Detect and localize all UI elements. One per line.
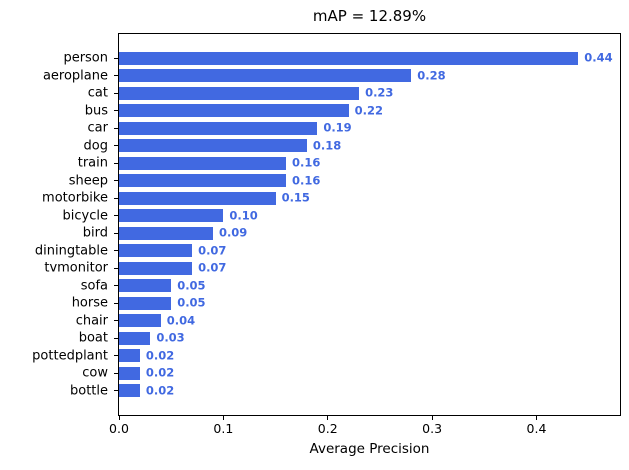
bar-value-label: 0.16	[292, 155, 321, 170]
ytick-label-boat: boat	[78, 330, 108, 346]
bar-train	[119, 156, 286, 170]
ytick-label-horse: horse	[71, 295, 108, 311]
bar-value-label: 0.18	[312, 138, 342, 153]
ytick-mark	[114, 180, 118, 182]
y-axis-category-labels: person aeroplane cat bus car dog train sheep mot…	[0, 34, 110, 415]
bar-value-label: 0.05	[177, 277, 206, 292]
xtick-label: 0.0	[109, 421, 129, 436]
ytick-mark	[114, 162, 118, 164]
ytick-label-train: train	[77, 155, 108, 171]
plot-area: 0.44 0.28 0.23 0.22 0.19 0.18 0.16 0.16 0.15 0.10…	[118, 33, 621, 416]
xtick-mark	[118, 416, 120, 420]
bar-value-label: 0.44	[584, 50, 613, 65]
ytick-mark	[114, 127, 118, 129]
bar-horse	[119, 296, 172, 310]
xtick-label: 0.2	[317, 421, 338, 436]
bar-value-label: 0.07	[198, 260, 227, 275]
ytick-mark	[114, 232, 118, 234]
bar-bottle	[119, 384, 140, 398]
bar-cow	[119, 366, 140, 380]
ytick-mark	[114, 337, 118, 339]
bar-value-label: 0.10	[229, 208, 258, 222]
x-axis-label: Average Precision	[309, 441, 430, 457]
bar-sheep	[119, 174, 286, 188]
bar-bicycle	[119, 209, 224, 223]
ytick-label-pottedplant: pottedplant	[32, 348, 108, 364]
ytick-label-car: car	[87, 120, 108, 136]
ytick-mark	[114, 92, 118, 94]
ytick-mark	[114, 285, 118, 287]
bar-bird	[119, 226, 213, 240]
bar-tvmonitor	[119, 261, 193, 275]
bar-value-label: 0.05	[177, 295, 206, 310]
bar-dog	[119, 139, 307, 153]
xtick-mark	[536, 416, 537, 420]
ytick-label-aeroplane: aeroplane	[42, 68, 108, 84]
xtick-mark	[327, 416, 329, 420]
xtick-label: 0.3	[422, 421, 443, 436]
bar-value-label: 0.04	[166, 312, 196, 327]
bar-value-label: 0.19	[323, 120, 352, 135]
bar-diningtable	[119, 244, 193, 258]
xtick-mark	[431, 416, 433, 420]
bar-chair	[119, 314, 161, 328]
chart-title: mAP = 12.89%	[312, 7, 427, 25]
ytick-label-cat: cat	[87, 85, 108, 101]
ytick-mark	[114, 267, 118, 269]
bar-value-label: 0.16	[292, 173, 321, 187]
ytick-label-tvmonitor: tvmonitor	[44, 260, 108, 276]
bar-boat	[119, 331, 151, 345]
x-axis-tick-marks: 0.0 0.1 0.2 0.3 0.4	[109, 416, 620, 440]
ytick-label-sofa: sofa	[80, 278, 108, 294]
ytick-label-person: person	[63, 50, 108, 66]
bar-value-label: 0.02	[145, 382, 175, 397]
bar-aeroplane	[119, 69, 412, 83]
ytick-label-diningtable: diningtable	[34, 243, 108, 259]
bar-value-label: 0.02	[145, 365, 175, 380]
ytick-mark	[114, 57, 118, 59]
ytick-label-bottle: bottle	[69, 383, 108, 399]
bar-value-label: 0.23	[365, 85, 394, 100]
ytick-mark	[114, 197, 118, 199]
ytick-label-sheep: sheep	[68, 173, 108, 189]
bar-value-label: 0.07	[198, 242, 227, 257]
bar-sofa	[119, 279, 172, 293]
ytick-label-cow: cow	[82, 365, 108, 381]
xtick-mark	[222, 416, 224, 420]
bar-bus	[119, 104, 349, 118]
bar-value-label: 0.02	[145, 347, 175, 362]
bar-cat	[119, 86, 360, 100]
ytick-mark	[114, 215, 118, 217]
bar-motorbike	[119, 191, 276, 205]
ytick-mark	[114, 320, 118, 322]
ytick-label-dog: dog	[83, 138, 108, 154]
bar-pottedplant	[119, 349, 140, 363]
ytick-mark	[114, 110, 118, 112]
bar-car	[119, 121, 318, 135]
ytick-label-bus: bus	[84, 103, 108, 119]
bar-value-label: 0.09	[218, 225, 248, 240]
y-axis-tick-marks	[114, 34, 118, 415]
xtick-label: 0.4	[526, 421, 547, 436]
bar-person	[119, 51, 579, 65]
bar-value-label: 0.15	[281, 190, 310, 205]
ytick-mark	[114, 355, 118, 357]
ytick-label-motorbike: motorbike	[42, 190, 108, 206]
ytick-label-bicycle: bicycle	[62, 208, 108, 224]
ytick-label-chair: chair	[75, 313, 108, 329]
ytick-mark	[114, 390, 118, 392]
ytick-mark	[114, 250, 118, 252]
bar-value-label: 0.22	[354, 103, 383, 118]
xtick-label: 0.1	[213, 421, 234, 436]
bar-value-label: 0.03	[156, 330, 185, 345]
bar-value-label: 0.28	[417, 68, 446, 83]
ytick-mark	[114, 372, 118, 374]
ytick-mark	[114, 75, 118, 77]
ytick-mark	[114, 145, 118, 147]
ytick-mark	[114, 302, 118, 304]
ytick-label-bird: bird	[82, 225, 108, 241]
